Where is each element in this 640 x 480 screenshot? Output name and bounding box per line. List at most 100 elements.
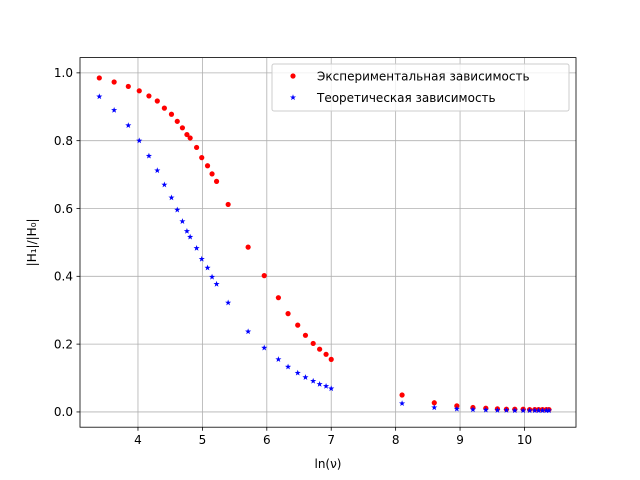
- x-tick-label: 10: [517, 433, 532, 447]
- legend-label-theoretical: Теоретическая зависимость: [316, 91, 496, 105]
- experimental-point: [184, 131, 190, 138]
- theoretical-point: [526, 407, 533, 414]
- experimental-point: [225, 201, 231, 208]
- experimental-point: [310, 340, 316, 347]
- x-tick-label: 9: [456, 433, 464, 447]
- experimental-point: [295, 322, 301, 328]
- x-tick-label: 8: [392, 433, 400, 447]
- experimental-point: [285, 311, 291, 317]
- x-tick-label: 7: [327, 433, 335, 447]
- theoretical-point: [503, 407, 510, 413]
- theoretical-point: [310, 377, 317, 384]
- plot-frame: [79, 57, 577, 428]
- experimental-point: [161, 105, 167, 111]
- theoretical-point: [543, 407, 550, 414]
- theoretical-point: [187, 233, 194, 240]
- experimental-point: [179, 125, 186, 131]
- series-theoretical: [96, 93, 552, 414]
- experimental-point: [168, 111, 175, 117]
- theoretical-point: [275, 356, 282, 362]
- experimental-point: [328, 356, 334, 362]
- theoretical-point: [179, 218, 186, 224]
- theoretical-point: [154, 167, 161, 174]
- theoretical-point: [125, 122, 132, 129]
- theoretical-point: [245, 328, 252, 335]
- legend-marker-dot: [290, 73, 296, 79]
- experimental-point: [302, 332, 309, 338]
- experimental-point: [193, 144, 200, 151]
- experimental-point: [323, 351, 329, 357]
- theoretical-point: [323, 382, 330, 389]
- experimental-point: [96, 75, 102, 81]
- theoretical-point: [209, 273, 216, 280]
- theoretical-point: [161, 181, 168, 188]
- theoretical-point: [316, 380, 323, 387]
- theoretical-point: [494, 407, 501, 413]
- experimental-point: [154, 98, 160, 104]
- experimental-point: [209, 171, 215, 177]
- x-axis-label: ln(ν): [314, 457, 341, 471]
- y-tick-label: 0.4: [54, 270, 73, 284]
- theoretical-point: [302, 374, 309, 380]
- theoretical-point: [168, 194, 175, 201]
- theoretical-point: [145, 152, 152, 159]
- experimental-point: [187, 135, 193, 141]
- legend-marker-experimental: [290, 73, 296, 79]
- y-tick-label: 1.0: [54, 66, 73, 80]
- experimental-point: [204, 163, 211, 169]
- theoretical-point: [520, 407, 527, 414]
- theoretical-point: [204, 264, 211, 271]
- legend-marker-star: [289, 94, 297, 101]
- experimental-point: [136, 88, 142, 94]
- theoretical-point: [511, 407, 518, 414]
- experimental-point: [146, 93, 152, 99]
- theoretical-point: [535, 407, 542, 414]
- x-tick-label: 4: [134, 433, 142, 447]
- x-tick-label: 5: [199, 433, 207, 447]
- y-tick-label: 0.0: [54, 405, 73, 419]
- legend-box: [271, 63, 570, 112]
- experimental-point: [111, 79, 117, 85]
- theoretical-point: [225, 299, 232, 306]
- experimental-point: [245, 244, 251, 250]
- theoretical-point: [285, 363, 292, 370]
- experimental-point: [431, 400, 437, 406]
- y-tick-label: 0.6: [54, 202, 73, 216]
- theoretical-point: [198, 255, 205, 262]
- theoretical-point: [431, 404, 438, 411]
- plot-series: [96, 75, 552, 414]
- theoretical-point: [399, 400, 406, 407]
- legend: Экспериментальная зависимость Теоретичес…: [271, 63, 570, 112]
- y-tick-label: 0.8: [54, 134, 73, 148]
- axis-ticks: 4 5 6 7 8 9 10 0.0 0.2 0.4 0.6 0.8 1.0: [54, 66, 532, 447]
- experimental-point: [399, 392, 405, 398]
- theoretical-point: [539, 407, 546, 414]
- theoretical-point: [96, 93, 103, 100]
- theoretical-point: [469, 406, 476, 413]
- experimental-point: [275, 295, 281, 301]
- theoretical-point: [453, 405, 460, 412]
- grid: [80, 57, 576, 428]
- series-experimental: [96, 75, 552, 413]
- theoretical-point: [545, 407, 552, 414]
- x-tick-label: 6: [263, 433, 271, 447]
- theoretical-point: [213, 280, 220, 287]
- theoretical-point: [328, 385, 335, 392]
- theoretical-point: [136, 137, 143, 144]
- theoretical-point: [111, 106, 118, 113]
- theoretical-point: [174, 206, 181, 213]
- experimental-point: [125, 83, 131, 90]
- theoretical-point: [294, 369, 301, 376]
- y-tick-label: 0.2: [54, 337, 73, 351]
- experimental-point: [199, 155, 205, 161]
- experimental-point: [213, 178, 220, 184]
- theoretical-point: [193, 244, 200, 251]
- theoretical-point: [482, 406, 489, 413]
- legend-marker-theoretical: [289, 94, 297, 101]
- theoretical-point: [261, 344, 268, 351]
- theoretical-point: [531, 407, 538, 414]
- y-axis-label: |H₁|/|H₀|: [25, 218, 39, 266]
- experimental-point: [317, 346, 323, 352]
- theoretical-point: [183, 228, 190, 234]
